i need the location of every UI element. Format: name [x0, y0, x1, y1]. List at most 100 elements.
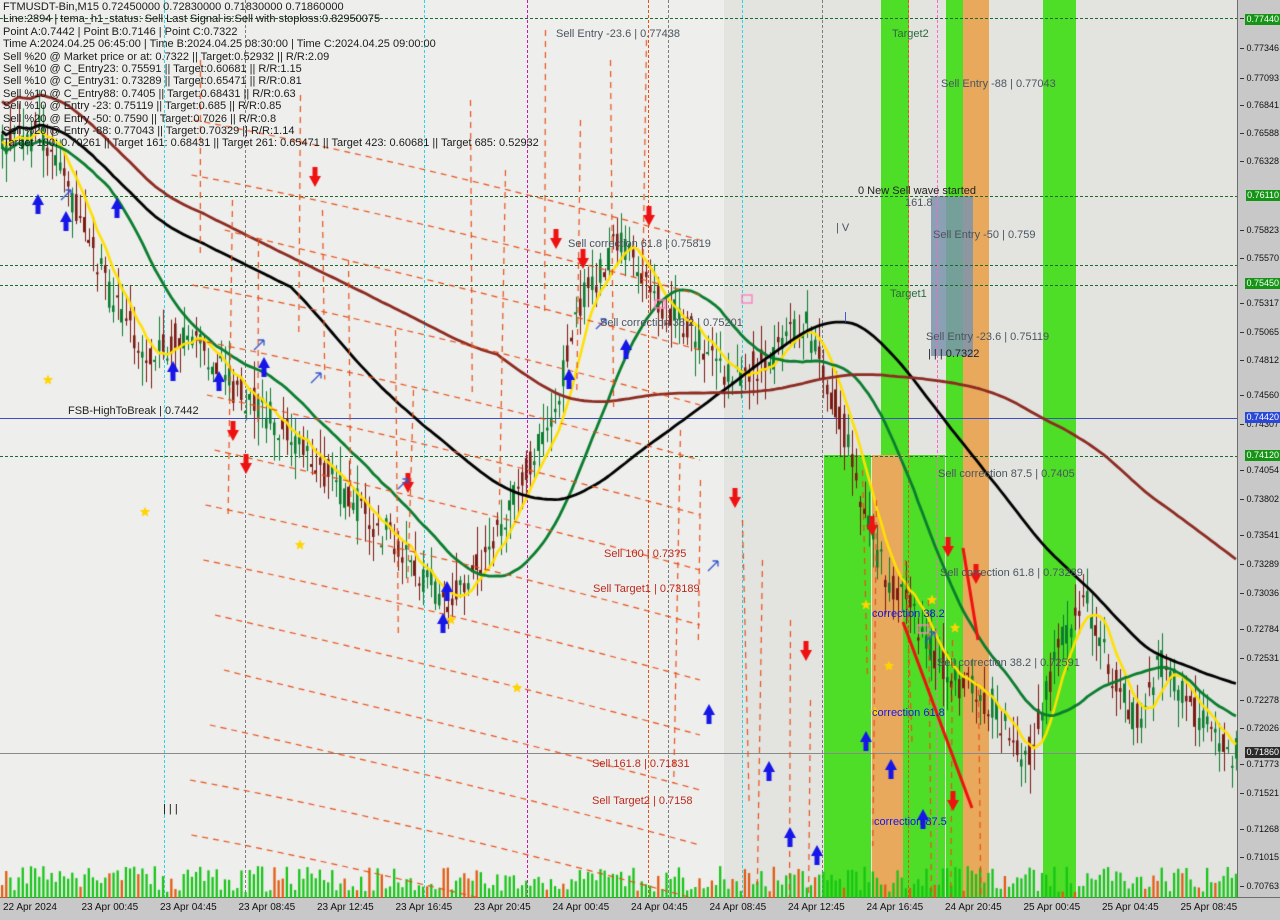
annotation-label: Sell 100 | 0.73?5	[604, 548, 687, 560]
price-tick-mark	[1240, 728, 1244, 729]
price-tick-mark	[1240, 793, 1244, 794]
price-tick: 0.77093	[1246, 73, 1279, 83]
annotation-label: Sell correction 87.5 | 0.7405	[938, 468, 1075, 480]
time-tick: 23 Apr 08:45	[238, 902, 296, 913]
price-tick: 0.76328	[1246, 156, 1279, 166]
price-tick: 0.75065	[1246, 327, 1279, 337]
price-tick-mark	[1240, 424, 1244, 425]
price-tick-mark	[1240, 48, 1244, 49]
price-tick-mark	[1240, 564, 1244, 565]
time-tick: 23 Apr 16:45	[395, 902, 453, 913]
price-tick-mark	[1240, 470, 1244, 471]
time-tick: 25 Apr 00:45	[1023, 902, 1081, 913]
price-tick: 0.74054	[1246, 465, 1279, 475]
header-line-3: Time A:2024.04.25 06:45:00 | Time B:2024…	[3, 38, 436, 51]
price-tick: 0.71015	[1246, 852, 1279, 862]
price-badge: 0.76110	[1246, 190, 1280, 201]
time-tick: 24 Apr 04:45	[631, 902, 688, 913]
annotation-label: correction 38.2	[872, 608, 945, 620]
price-tick: 0.73036	[1246, 588, 1279, 598]
annotation-label: | | | 0.7322	[928, 348, 980, 360]
time-tick: 24 Apr 00:45	[552, 902, 610, 913]
price-tick: 0.70763	[1246, 881, 1279, 891]
price-tick: 0.76588	[1246, 128, 1279, 138]
time-tick: 23 Apr 12:45	[317, 902, 374, 913]
price-tick-mark	[1240, 360, 1244, 361]
chart-annotations: Sell Entry -23.6 | 0.77438 Target2 Sell En…	[68, 28, 1083, 828]
annotation-label: Sell Target2 | 0.7158	[592, 795, 693, 807]
header-line-7: Sell %10 @ C_Entry88: 0.7405 || Target:0…	[3, 87, 296, 100]
time-tick: 25 Apr 08:45	[1180, 902, 1238, 913]
price-tick-mark	[1240, 829, 1244, 830]
price-tick-mark	[1240, 395, 1244, 396]
annotation-label: |	[844, 311, 847, 323]
header-line-4: Sell %20 @ Market price or at: 0.7322 ||…	[3, 50, 330, 63]
time-scale[interactable]: 22 Apr 2024 23 Apr 00:45 23 Apr 04:45 23 Ap…	[0, 897, 1280, 920]
annotation-label: Sell correction 38.2 | 0.75201	[600, 317, 743, 329]
annotation-label: | V	[836, 222, 850, 234]
price-tick-mark	[1240, 133, 1244, 134]
price-badge: 0.71860	[1245, 747, 1280, 758]
header-line-10: Sell %20 @ Entry -88: 0.77043 || Target:…	[3, 125, 295, 138]
price-tick-mark	[1240, 499, 1244, 500]
price-tick: 0.75570	[1246, 253, 1279, 263]
time-tick: 24 Apr 20:45	[945, 902, 1002, 913]
header-line-9: Sell %20 @ Entry -50: 0.7590 || Target:0…	[3, 112, 277, 125]
annotation-label: Sell Entry -88 | 0.77043	[941, 78, 1056, 90]
price-tick-mark	[1240, 230, 1244, 231]
time-tick: 24 Apr 12:45	[788, 902, 845, 913]
price-tick-mark	[1240, 886, 1244, 887]
chart-plot-area[interactable]: MARKETZ TRADE	[0, 0, 1238, 898]
price-tick: 0.75317	[1246, 298, 1279, 308]
annotation-label: Sell Entry -23.6 | 0.77438	[556, 28, 680, 40]
header-line-5: Sell %10 @ C_Entry23: 0.75591 || Target:…	[3, 63, 302, 76]
header-line-6: Sell %10 @ C_Entry31: 0.73289 || Target:…	[3, 75, 302, 88]
price-tick: 0.74560	[1246, 390, 1279, 400]
price-tick: 0.75823	[1246, 225, 1279, 235]
chart-header-info: FTMUSDT-Bin,M15 0.72450000 0.72830000 0.…	[3, 1, 539, 150]
price-tick-mark	[1240, 857, 1244, 858]
price-tick-mark	[1240, 161, 1244, 162]
price-tick-mark	[1240, 658, 1244, 659]
price-tick-mark	[1240, 258, 1244, 259]
time-tick: 22 Apr 2024	[3, 902, 57, 913]
price-tick-mark	[1240, 764, 1244, 765]
header-line-2: Point A:0.7442 | Point B:0.7146 | Point …	[3, 25, 238, 38]
annotation-label: FSB-HighToBreak | 0.7442	[68, 405, 199, 417]
annotation-label: 0 New Sell wave started	[858, 185, 976, 197]
price-tick-mark	[1240, 332, 1244, 333]
annotation-label: 161.8	[905, 197, 933, 209]
price-tick-mark	[1240, 78, 1244, 79]
header-line-11: Target 100: 0.70261 || Target 161: 0.684…	[3, 137, 539, 150]
price-tick: 0.72531	[1246, 653, 1279, 663]
annotation-label: correction 87.5	[874, 816, 947, 828]
annotation-label: Sell 161.8 | 0.71831	[592, 758, 690, 770]
time-tick: 23 Apr 00:45	[81, 902, 139, 913]
time-tick: 24 Apr 08:45	[709, 902, 767, 913]
price-tick: 0.72026	[1246, 723, 1279, 733]
price-tick-mark	[1240, 629, 1244, 630]
price-badge: 0.74420	[1245, 412, 1280, 423]
annotation-label: Target2	[892, 28, 929, 40]
annotation-label: | | |	[163, 803, 178, 815]
time-tick: 24 Apr 16:45	[866, 902, 924, 913]
time-tick: 23 Apr 04:45	[160, 902, 217, 913]
price-tick-mark	[1240, 593, 1244, 594]
price-tick: 0.77346	[1246, 43, 1279, 53]
time-tick: 25 Apr 04:45	[1102, 902, 1159, 913]
annotation-label: Sell Entry -23.6 | 0.75119	[926, 331, 1050, 343]
price-tick: 0.74812	[1246, 355, 1279, 365]
price-tick: 0.72278	[1246, 695, 1279, 705]
annotation-label: Target1	[890, 288, 927, 300]
price-scale[interactable]: 0.775990.773460.770930.768410.765880.763…	[1237, 0, 1280, 898]
price-badge: 0.75450	[1245, 278, 1280, 289]
price-tick: 0.76841	[1246, 100, 1279, 110]
price-tick: 0.72784	[1246, 624, 1279, 634]
price-tick: 0.73802	[1246, 494, 1279, 504]
price-tick-mark	[1240, 105, 1244, 106]
annotation-label: Sell correction 61.8 | 0.73289	[940, 567, 1083, 579]
price-tick-mark	[1240, 18, 1244, 19]
time-tick: 23 Apr 20:45	[474, 902, 531, 913]
price-tick: 0.71268	[1246, 824, 1279, 834]
